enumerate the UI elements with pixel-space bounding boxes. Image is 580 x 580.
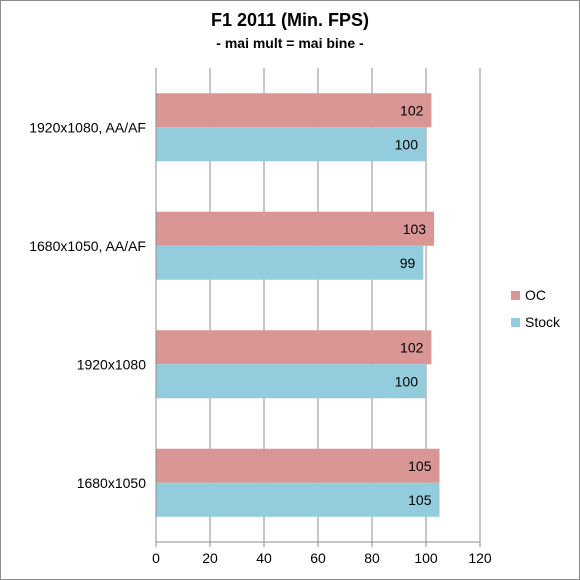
x-tick-label-120: 120 (468, 550, 492, 566)
category-label-1: 1680x1050, AA/AF (29, 238, 146, 254)
data-label-oc-1: 103 (403, 221, 427, 237)
x-tick-label-40: 40 (256, 550, 272, 566)
data-label-stock-0: 100 (395, 136, 419, 152)
bar-oc-2 (156, 330, 432, 365)
legend-label-oc: OC (525, 287, 546, 303)
bar-stock-2 (156, 364, 426, 399)
bar-stock-3 (156, 482, 440, 517)
x-tick-label-0: 0 (152, 550, 160, 566)
legend-swatch-oc (511, 291, 520, 300)
bar-oc-0 (156, 93, 432, 128)
category-label-3: 1680x1050 (77, 475, 147, 491)
bar-oc-3 (156, 448, 440, 483)
bar-oc-1 (156, 211, 435, 246)
data-label-stock-3: 105 (408, 492, 432, 508)
data-label-oc-3: 105 (408, 458, 432, 474)
x-tick-label-80: 80 (364, 550, 380, 566)
chart-subtitle: - mai mult = mai bine - (216, 35, 364, 51)
x-tick-label-60: 60 (310, 550, 326, 566)
data-label-stock-2: 100 (395, 373, 419, 389)
bar-stock-1 (156, 245, 424, 280)
data-label-oc-2: 102 (400, 339, 424, 355)
legend-label-stock: Stock (525, 314, 561, 330)
data-label-stock-1: 99 (400, 255, 416, 271)
category-label-0: 1920x1080, AA/AF (29, 119, 146, 135)
x-tick-label-100: 100 (414, 550, 438, 566)
x-tick-label-20: 20 (202, 550, 218, 566)
chart-title: F1 2011 (Min. FPS) (210, 10, 370, 30)
data-label-oc-0: 102 (400, 102, 424, 118)
legend-swatch-stock (511, 318, 520, 327)
category-label-2: 1920x1080 (77, 356, 147, 372)
bar-stock-0 (156, 127, 426, 162)
